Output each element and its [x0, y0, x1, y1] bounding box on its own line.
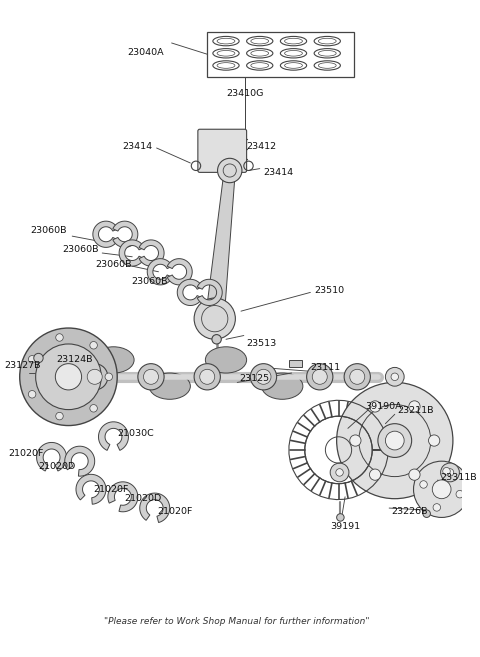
Text: 23060B: 23060B	[30, 226, 67, 235]
Circle shape	[200, 369, 215, 384]
Polygon shape	[119, 240, 144, 266]
Circle shape	[90, 342, 97, 349]
Circle shape	[212, 334, 221, 344]
Circle shape	[456, 490, 464, 498]
Text: 39190A: 39190A	[365, 402, 401, 411]
Circle shape	[138, 364, 164, 390]
Polygon shape	[93, 221, 118, 248]
Polygon shape	[113, 221, 138, 248]
Circle shape	[82, 364, 108, 390]
Text: 21020D: 21020D	[39, 463, 76, 471]
Text: 23127B: 23127B	[4, 361, 40, 370]
Circle shape	[378, 424, 412, 457]
Bar	[207, 32, 353, 77]
Circle shape	[251, 364, 276, 390]
Circle shape	[391, 373, 398, 380]
Text: 23060B: 23060B	[62, 245, 98, 254]
Circle shape	[312, 369, 327, 384]
Circle shape	[56, 334, 63, 341]
Text: 23412: 23412	[247, 142, 277, 150]
Polygon shape	[65, 446, 95, 476]
Text: 23414: 23414	[123, 142, 153, 150]
Polygon shape	[167, 259, 192, 285]
Circle shape	[414, 461, 470, 518]
Text: 23513: 23513	[247, 338, 277, 348]
Ellipse shape	[205, 347, 247, 373]
Circle shape	[330, 463, 349, 482]
Text: 21020F: 21020F	[9, 449, 44, 458]
Polygon shape	[147, 259, 172, 285]
Circle shape	[420, 481, 427, 488]
Text: 23124B: 23124B	[56, 355, 93, 365]
Circle shape	[344, 364, 371, 390]
Text: 23060B: 23060B	[96, 260, 132, 269]
Text: 39191: 39191	[330, 522, 360, 532]
Circle shape	[432, 480, 451, 499]
Circle shape	[385, 367, 404, 386]
Circle shape	[336, 468, 343, 476]
Circle shape	[429, 435, 440, 446]
Polygon shape	[140, 493, 170, 522]
Circle shape	[409, 469, 420, 480]
Circle shape	[350, 435, 361, 446]
Circle shape	[105, 373, 112, 380]
Circle shape	[217, 158, 242, 183]
Polygon shape	[139, 240, 164, 266]
Circle shape	[256, 369, 271, 384]
Circle shape	[423, 510, 431, 518]
Text: 21020D: 21020D	[125, 494, 162, 503]
Circle shape	[336, 514, 344, 521]
Text: 23510: 23510	[314, 286, 344, 295]
Circle shape	[28, 390, 36, 398]
FancyBboxPatch shape	[198, 129, 247, 172]
Circle shape	[307, 364, 333, 390]
Circle shape	[28, 355, 36, 363]
Circle shape	[385, 431, 404, 450]
Text: 23311B: 23311B	[441, 472, 477, 482]
Text: 23414: 23414	[264, 168, 294, 177]
Circle shape	[87, 369, 102, 384]
Polygon shape	[177, 279, 202, 306]
Polygon shape	[205, 171, 235, 319]
Text: 23125: 23125	[239, 374, 269, 383]
Circle shape	[336, 382, 453, 499]
Circle shape	[194, 364, 220, 390]
Circle shape	[36, 344, 101, 409]
Polygon shape	[197, 279, 222, 306]
Circle shape	[370, 469, 381, 480]
Ellipse shape	[149, 373, 191, 399]
Text: 23410G: 23410G	[226, 89, 264, 98]
Polygon shape	[108, 482, 138, 512]
Polygon shape	[76, 474, 106, 505]
Circle shape	[441, 463, 459, 482]
Polygon shape	[36, 442, 67, 471]
Circle shape	[350, 369, 365, 384]
Ellipse shape	[262, 373, 303, 399]
Circle shape	[433, 504, 441, 511]
Circle shape	[194, 298, 235, 339]
Circle shape	[55, 364, 82, 390]
Ellipse shape	[93, 347, 134, 373]
Circle shape	[370, 401, 381, 412]
Circle shape	[34, 353, 43, 363]
Bar	[289, 360, 302, 367]
Text: 21020F: 21020F	[157, 507, 193, 516]
Circle shape	[446, 468, 454, 476]
Text: 23226B: 23226B	[391, 507, 428, 516]
Circle shape	[56, 413, 63, 420]
Text: 23040A: 23040A	[128, 48, 164, 57]
Polygon shape	[98, 422, 129, 451]
Circle shape	[20, 328, 117, 426]
Text: 23111: 23111	[311, 363, 340, 372]
Text: 21030C: 21030C	[117, 428, 154, 438]
Circle shape	[443, 467, 450, 475]
Circle shape	[409, 401, 420, 412]
Text: 21020F: 21020F	[93, 485, 128, 494]
Text: 23211B: 23211B	[397, 406, 434, 415]
Circle shape	[90, 405, 97, 412]
Circle shape	[144, 369, 158, 384]
Text: "Please refer to Work Shop Manual for further information": "Please refer to Work Shop Manual for fu…	[105, 617, 370, 626]
Text: 23060B: 23060B	[132, 277, 168, 286]
